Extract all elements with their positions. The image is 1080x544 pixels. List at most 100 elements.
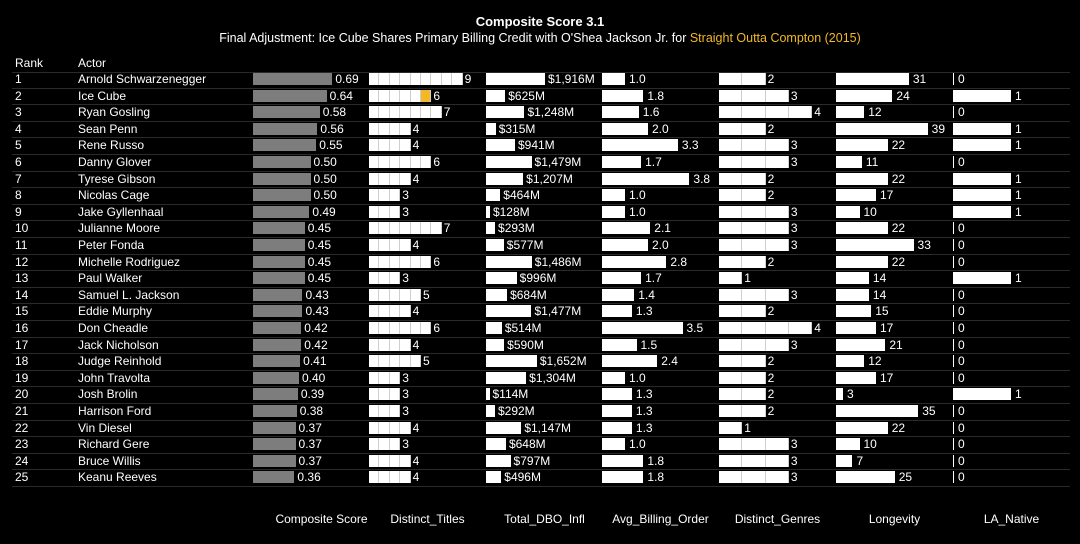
titles-segment	[369, 222, 380, 235]
billing-bar	[602, 305, 632, 318]
titles-segment	[400, 106, 411, 119]
genres-segment	[765, 139, 789, 152]
dbo-bar	[486, 89, 506, 102]
rank-cell: 2	[15, 88, 22, 103]
titles-segment	[389, 438, 401, 451]
titles-segment	[400, 139, 411, 152]
table-row: 16 Don Cheadle 0.42 6 $514M 3.5 4 17 0	[12, 320, 1070, 338]
actor-cell: Eddie Murphy	[78, 304, 153, 319]
table-row: 9 Jake Gyllenhaal 0.49 3 $128M 1.0 3 10 1	[12, 204, 1070, 222]
rank-cell: 25	[15, 470, 29, 485]
billing-bar	[602, 288, 635, 301]
dbo-bar	[486, 371, 527, 384]
rank-cell: 15	[15, 304, 29, 319]
table-row: 6 Danny Glover 0.50 6 $1,479M 1.7 3 11 0	[12, 154, 1070, 172]
rank-cell: 23	[15, 437, 29, 452]
titles-segment	[379, 73, 390, 85]
titles-segment	[410, 355, 421, 368]
genres-segment	[719, 438, 743, 451]
longevity-bar	[836, 454, 853, 467]
la-native-bar	[953, 388, 1011, 401]
genres-segment	[742, 355, 766, 368]
billing-bar	[602, 322, 683, 334]
longevity-value: 22	[891, 138, 906, 153]
la-native-value: 0	[958, 437, 965, 452]
longevity-value: 24	[896, 88, 910, 103]
la-native-bar	[953, 454, 954, 467]
genres-segment	[719, 255, 743, 268]
titles-segment	[379, 189, 390, 202]
genres-segment	[765, 205, 789, 218]
longevity-value: 3	[847, 387, 854, 402]
la-native-value: 0	[958, 337, 965, 352]
actor-cell: Bruce Willis	[78, 453, 141, 468]
la-native-bar	[953, 471, 954, 484]
composite-bar	[253, 388, 298, 401]
titles-segment	[379, 239, 390, 251]
table-row: 20 Josh Brolin 0.39 3 $114M 1.3 2 3 1	[12, 386, 1070, 404]
actor-cell: Harrison Ford	[78, 404, 152, 418]
la-native-bar	[953, 139, 1011, 152]
longevity-value: 10	[863, 204, 877, 219]
genres-value: 2	[767, 387, 775, 402]
composite-value: 0.55	[319, 138, 343, 153]
header-actor: Actor	[78, 56, 107, 70]
titles-segment	[379, 255, 390, 268]
dbo-bar	[486, 388, 490, 401]
longevity-bar	[836, 355, 865, 368]
genres-segment	[742, 338, 766, 351]
composite-value: 0.42	[304, 337, 328, 352]
titles-segment	[410, 89, 421, 102]
genres-segment	[742, 471, 766, 484]
composite-value: 0.43	[305, 287, 329, 302]
genres-segment	[719, 172, 743, 185]
genres-segment	[788, 322, 813, 334]
rank-cell: 14	[15, 287, 29, 302]
actor-cell: Vin Diesel	[78, 420, 132, 435]
genres-value: 1	[744, 420, 751, 435]
titles-segment	[400, 156, 411, 168]
genres-segment	[765, 156, 789, 168]
billing-bar	[602, 454, 644, 467]
titles-segment	[389, 222, 401, 235]
composite-value: 0.45	[307, 254, 332, 269]
titles-segment	[400, 172, 411, 185]
composite-bar	[253, 371, 299, 384]
longevity-bar	[836, 305, 872, 318]
genres-segment	[719, 338, 743, 351]
la-native-bar	[953, 322, 954, 334]
dbo-bar	[486, 139, 515, 152]
billing-value: 2.0	[652, 121, 669, 136]
table-row: 8 Nicolas Cage 0.50 3 $464M 1.0 2 17 1	[12, 187, 1070, 205]
titles-value: 6	[433, 254, 441, 269]
genres-segment	[719, 355, 743, 368]
dbo-bar	[486, 322, 502, 334]
genres-segment	[719, 122, 743, 135]
longevity-value: 10	[863, 437, 877, 452]
la-native-bar	[953, 89, 1011, 102]
actor-cell: Peter Fonda	[78, 238, 145, 252]
titles-segment	[369, 272, 380, 285]
longevity-bar	[836, 288, 869, 301]
composite-bar	[253, 73, 333, 85]
la-native-value: 0	[958, 354, 965, 369]
la-native-value: 1	[1015, 387, 1022, 402]
titles-value: 4	[412, 121, 420, 136]
titles-value: 6	[433, 88, 441, 103]
rank-cell: 13	[15, 271, 29, 286]
titles-segment	[389, 471, 401, 484]
table-row: 1 Arnold Schwarzenegger 0.69 9 $1,916M 1.0 2 31…	[12, 71, 1070, 89]
actor-cell: Josh Brolin	[78, 387, 138, 402]
billing-bar	[602, 205, 625, 218]
titles-segment	[389, 122, 401, 135]
table-row: 4 Sean Penn 0.56 4 $315M 2.0 2 39 1	[12, 121, 1070, 139]
genres-segment	[719, 322, 743, 334]
genres-value: 2	[767, 121, 775, 136]
billing-bar	[602, 388, 632, 401]
billing-value: 1.0	[629, 437, 646, 452]
titles-segment	[369, 305, 380, 318]
titles-segment	[389, 255, 401, 268]
la-native-value: 1	[1015, 138, 1022, 153]
titles-value: 6	[433, 155, 441, 169]
genres-segment	[765, 89, 789, 102]
